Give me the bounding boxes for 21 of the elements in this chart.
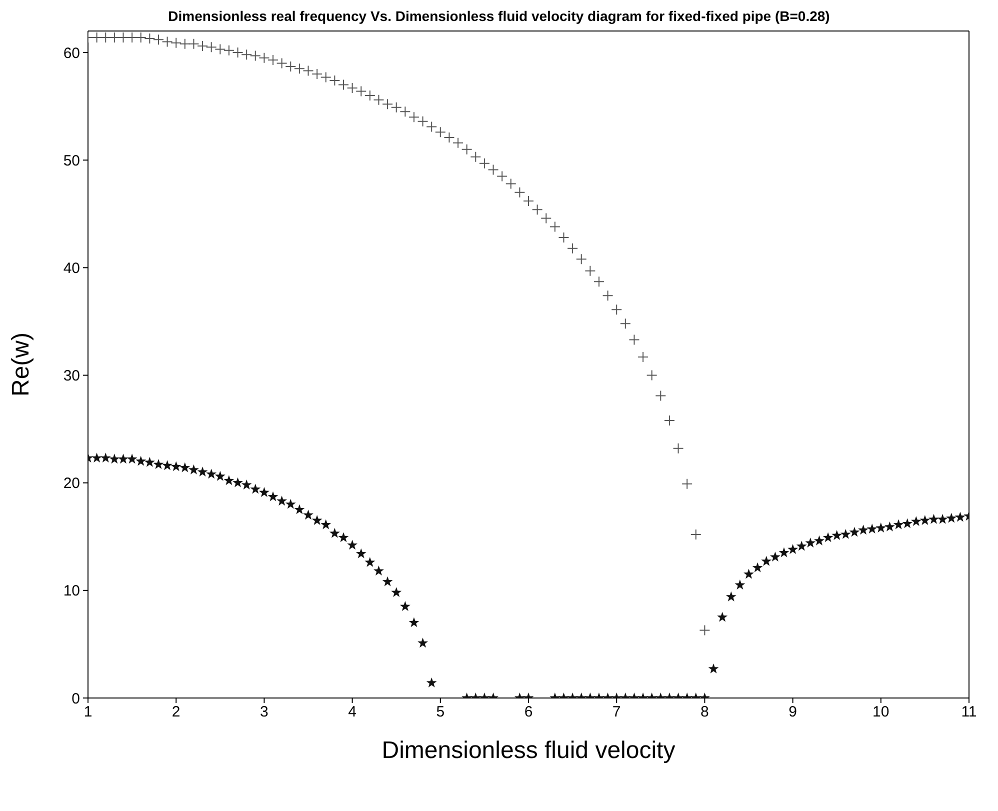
x-tick-label: 2 — [172, 704, 180, 721]
chart-title: Dimensionless real frequency Vs. Dimensionless fluid velocity diagram for fixed-fixed pipe (B=0.28) — [167, 8, 831, 24]
x-tick-label: 7 — [612, 704, 621, 721]
x-tick-label: 8 — [700, 704, 709, 721]
y-tick-label: 10 — [63, 582, 80, 600]
x-tick-label: 1 — [84, 704, 92, 721]
y-axis-title: Re(w) — [8, 332, 35, 396]
y-tick-label: 40 — [63, 260, 80, 277]
x-tick-label: 6 — [524, 704, 533, 721]
y-tick-label: 0 — [72, 690, 80, 708]
x-tick-label: 5 — [436, 704, 445, 721]
x-tick-label: 10 — [872, 704, 890, 721]
x-axis-title: Dimensionless fluid velocity — [382, 737, 676, 764]
x-tick-label: 3 — [260, 704, 268, 721]
x-tick-label: 4 — [348, 704, 356, 721]
y-tick-label: 60 — [63, 44, 80, 62]
y-tick-label: 20 — [63, 475, 80, 492]
y-tick-label: 30 — [63, 368, 80, 385]
x-tick-label: 11 — [961, 704, 977, 721]
x-tick-label: 9 — [788, 704, 797, 721]
y-tick-label: 50 — [63, 152, 80, 170]
